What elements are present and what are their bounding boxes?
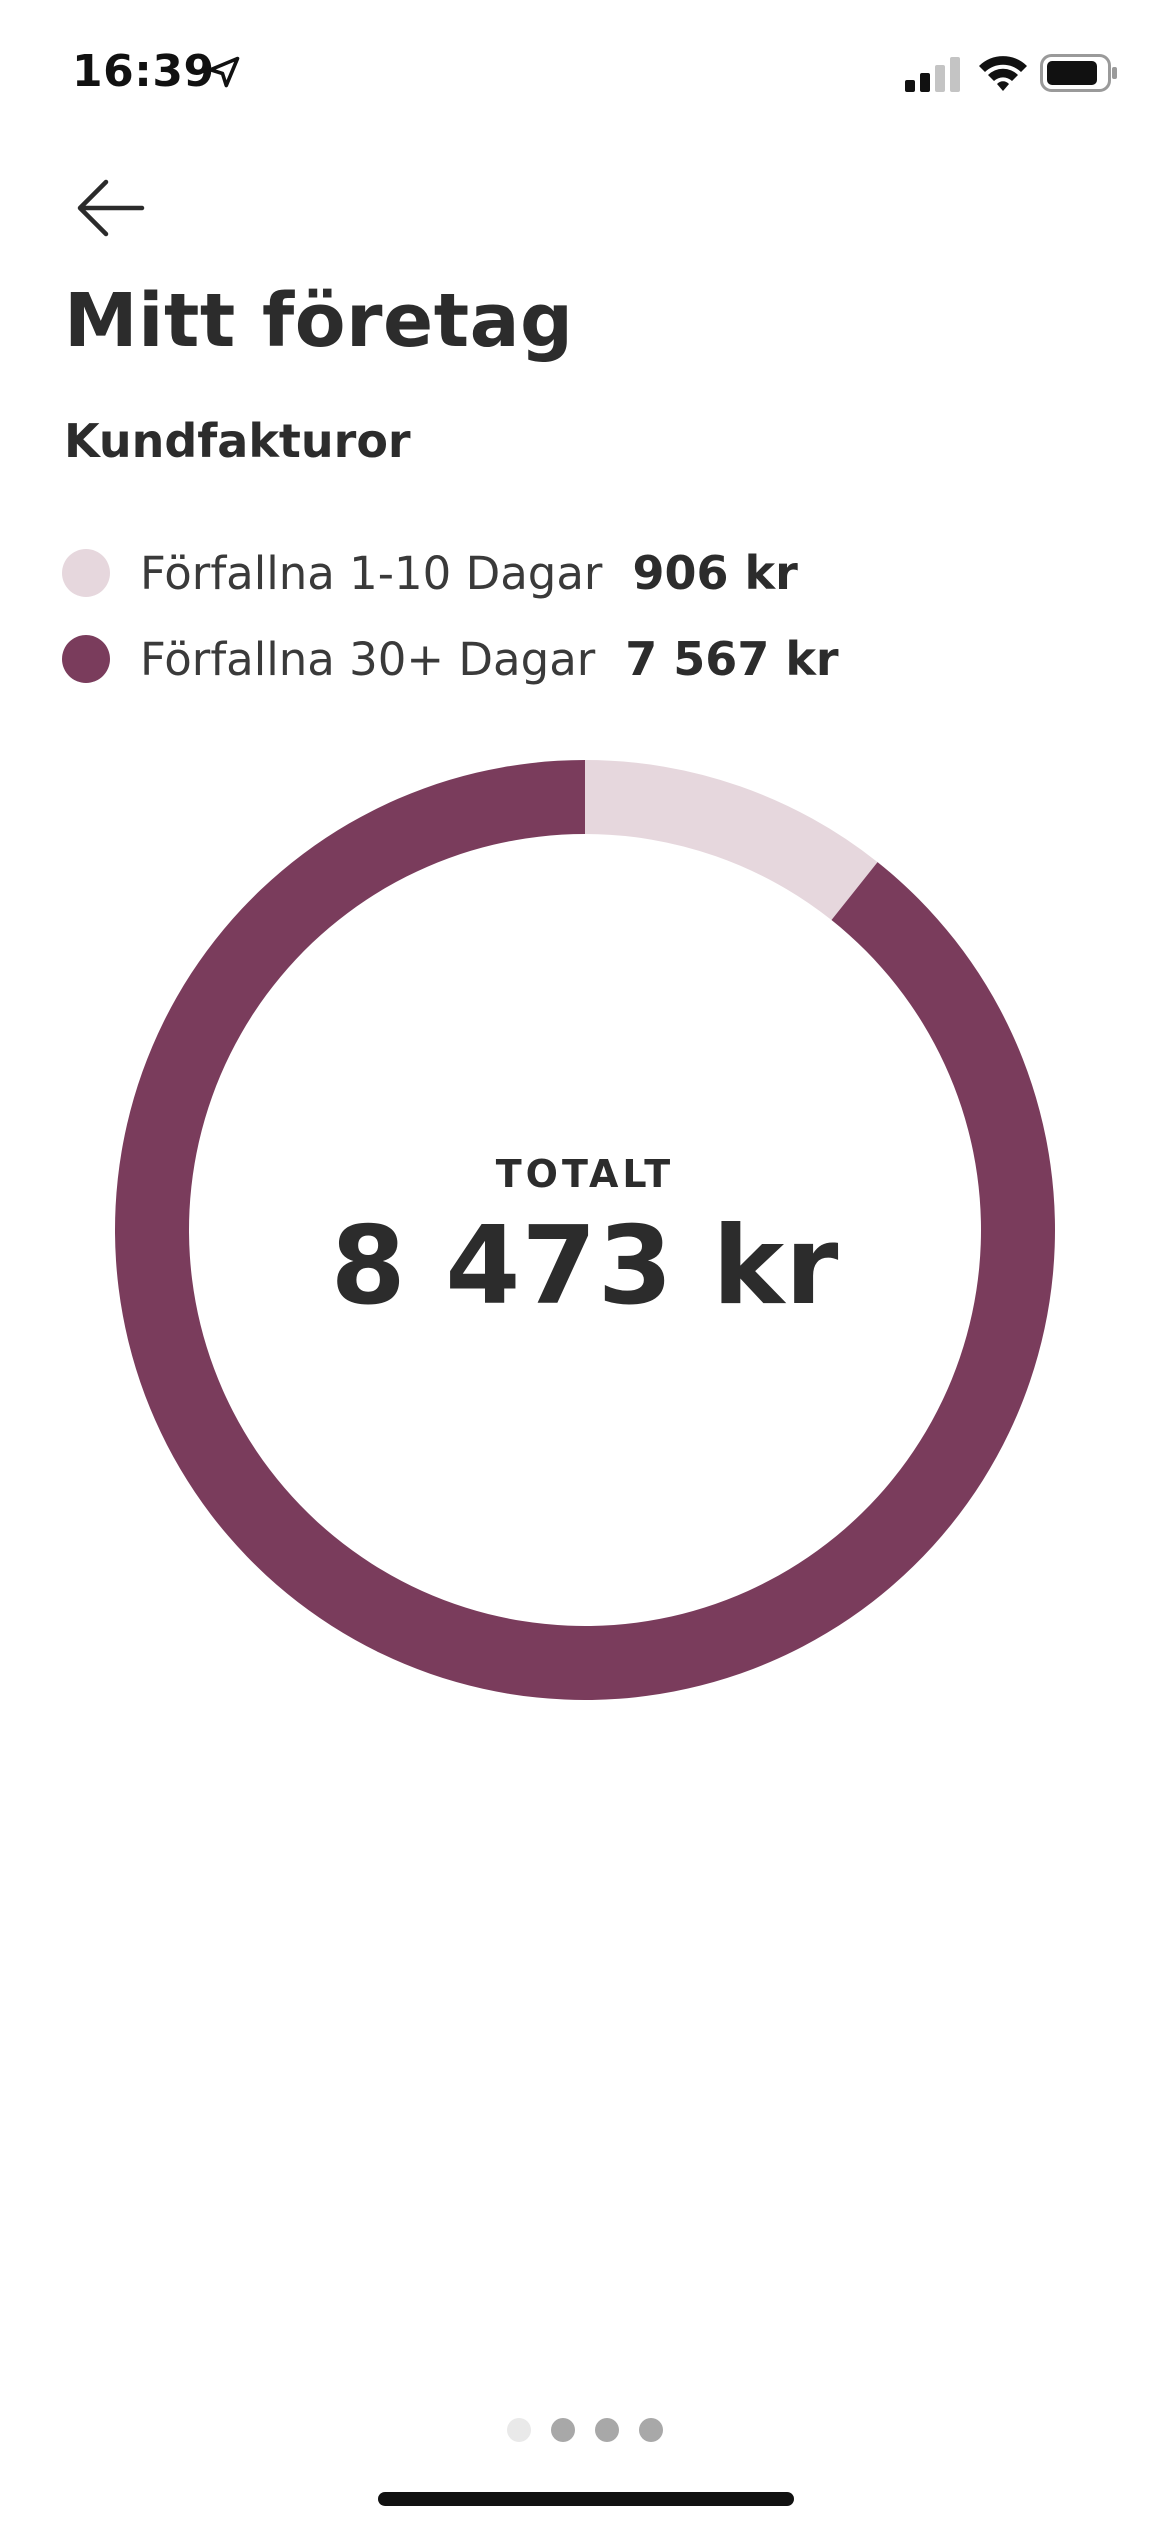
page-title: Mitt företag [64,278,574,364]
page-indicator[interactable] [0,2418,1170,2442]
cellular-signal-icon [905,57,960,92]
legend-label: Förfallna 1-10 Dagar [140,546,603,600]
donut-slice-1[interactable] [585,760,878,921]
legend-swatch [62,635,110,683]
home-indicator [378,2492,794,2506]
back-button[interactable] [64,168,160,248]
arrow-left-icon [77,179,145,237]
page-dot-1[interactable] [507,2418,531,2442]
page-dot-4[interactable] [639,2418,663,2442]
chart-legend: Förfallna 1-10 Dagar 906 kr Förfallna 30… [62,530,839,702]
donut-chart: TOTALT 8 473 kr [115,760,1056,1700]
legend-value: 906 kr [632,546,798,600]
legend-label: Förfallna 30+ Dagar [140,632,596,686]
location-arrow-icon [208,56,240,88]
battery-icon [1040,54,1117,92]
donut-chart-svg [115,760,1056,1700]
status-time: 16:39 [72,46,215,97]
legend-item-overdue-30-plus: Förfallna 30+ Dagar 7 567 kr [62,616,839,702]
legend-swatch [62,549,110,597]
page-dot-2[interactable] [551,2418,575,2442]
total-label: TOTALT [495,1151,675,1196]
total-value: 8 473 kr [330,1203,840,1329]
donut-center: TOTALT 8 473 kr [115,760,1055,1700]
legend-item-overdue-1-10: Förfallna 1-10 Dagar 906 kr [62,530,839,616]
status-bar: 16:39 [0,0,1170,150]
section-title: Kundfakturor [64,414,411,468]
legend-value: 7 567 kr [625,632,839,686]
page-dot-3[interactable] [595,2418,619,2442]
wifi-icon [979,56,1027,91]
